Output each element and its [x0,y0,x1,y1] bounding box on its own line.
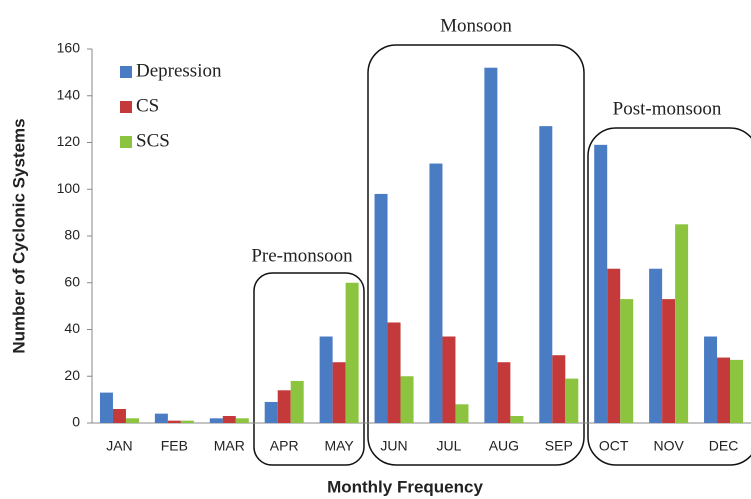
bar [235,418,249,423]
bar [277,390,291,423]
bar [510,415,524,423]
bar [730,359,744,423]
x-tick-label: SEP [545,438,573,454]
bar [662,299,676,423]
bar [552,355,566,423]
y-tick-label: 80 [64,227,80,243]
bar [717,357,731,423]
bar [675,224,689,423]
x-tick-label: AUG [489,438,519,454]
y-tick-label: 120 [57,133,81,149]
x-tick-label: JUL [437,438,462,454]
bar [649,268,663,423]
bar [442,336,456,423]
bar [167,420,181,423]
bar [154,413,168,423]
bar [620,299,634,423]
y-tick-label: 140 [57,86,81,102]
bar [209,418,223,423]
bar [345,282,359,423]
x-tick-label: FEB [161,438,188,454]
legend-label: SCS [136,130,170,151]
bar [319,336,333,423]
bar [264,401,278,423]
bar [222,415,236,423]
y-tick-label: 60 [64,273,80,289]
x-tick-label: MAR [214,438,245,454]
x-axis-title: Monthly Frequency [327,477,483,496]
annotation: Post-monsoon [613,98,722,119]
y-tick-label: 0 [72,414,80,430]
bar [497,362,511,423]
legend-swatch [120,101,132,113]
bar [125,418,139,423]
legend-swatch [120,136,132,148]
bar [565,378,579,423]
y-tick-label: 160 [57,40,81,56]
bar [594,144,608,423]
x-tick-label: JUN [380,438,407,454]
x-tick-label: OCT [599,438,629,454]
bar [290,380,304,423]
legend-label: CS [136,95,159,116]
bar [112,408,126,423]
bar [484,67,498,423]
bar [387,322,401,423]
y-tick-label: 40 [64,320,80,336]
annotation: Pre-monsoon [251,245,353,266]
x-tick-label: NOV [653,438,684,454]
y-tick-label: 100 [57,180,81,196]
bar [607,268,621,423]
pre-monsoon-box [253,272,365,466]
annotation: Monsoon [440,15,512,36]
bar [429,163,443,423]
bar [374,193,388,423]
post-monsoon-box [587,127,751,466]
legend-label: Depression [136,60,222,81]
x-tick-label: APR [270,438,299,454]
monsoon-box [367,44,585,466]
x-tick-label: JAN [106,438,132,454]
y-tick-label: 20 [64,367,80,383]
x-tick-label: MAY [324,438,354,454]
legend-swatch [120,66,132,78]
bar [332,362,346,423]
y-axis-title: Number of Cyclonic Systems [9,118,28,353]
bar [455,404,469,423]
bar [99,392,113,423]
bar [704,336,718,423]
x-tick-label: DEC [709,438,739,454]
bar [180,420,194,423]
bar [539,126,553,423]
bar [400,376,414,423]
